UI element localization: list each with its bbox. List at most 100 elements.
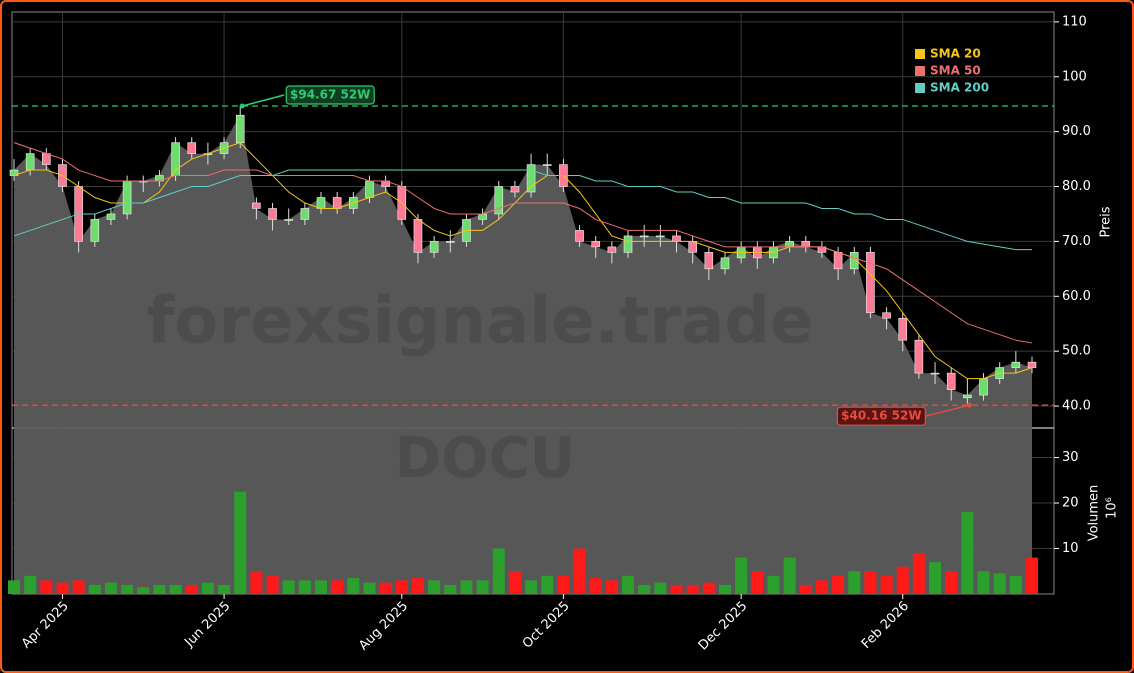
volume-bar	[315, 580, 328, 594]
ticker: DOCU	[395, 426, 576, 491]
candle-body	[542, 164, 552, 166]
volume-bar	[121, 584, 134, 594]
y-tick-label: 70.0	[1062, 234, 1091, 249]
volume-bar	[977, 571, 990, 594]
annotation-label: $94.67 52W	[290, 88, 370, 102]
candle-body	[575, 230, 584, 242]
x-tick-label: Dec 2025	[696, 599, 751, 654]
volume-axis-label: Volumen	[1087, 485, 1102, 542]
candle-body	[801, 241, 811, 248]
candle-body	[478, 213, 487, 220]
volume-bar	[298, 580, 311, 594]
volume-bar	[832, 575, 845, 594]
volume-bar	[395, 580, 408, 594]
candle-body	[607, 246, 617, 253]
legend-swatch	[915, 83, 925, 93]
candle-body	[365, 180, 374, 198]
candle-body	[332, 197, 342, 209]
volume-bar	[218, 584, 231, 594]
volume-bar	[945, 571, 958, 594]
legend-label: SMA 200	[930, 81, 989, 95]
marks	[8, 106, 1038, 594]
sma-line	[13, 142, 1033, 380]
y-tick-label: 110	[1062, 14, 1087, 29]
candle-body	[187, 142, 197, 154]
candle-body	[1027, 361, 1037, 368]
volume-bar	[541, 575, 554, 594]
volume-bar	[250, 571, 263, 594]
volume-bar	[525, 580, 538, 594]
volume-bar	[379, 582, 392, 594]
volume-bar	[104, 582, 117, 594]
volume-bar	[40, 580, 53, 594]
volume-bar	[411, 578, 424, 594]
y-tick-label: 60.0	[1062, 289, 1091, 304]
volume-bar	[638, 584, 651, 594]
volume-bar	[1026, 557, 1038, 594]
volume-bar	[751, 571, 764, 594]
volume-bar	[282, 580, 295, 594]
volume-bar	[961, 512, 974, 594]
candle-body	[510, 186, 520, 193]
candle-body	[866, 252, 875, 314]
volume-tick-label: 30	[1062, 450, 1079, 465]
candle-body	[429, 241, 439, 253]
volume-bar	[654, 582, 667, 594]
volume-unit: 10⁶	[1105, 497, 1120, 519]
candle-body	[252, 202, 261, 209]
volume-bar	[234, 491, 247, 594]
y-tick-label: 40.0	[1062, 399, 1091, 414]
candle-body	[526, 164, 536, 193]
volume-bar	[508, 571, 521, 594]
y-tick-label: 90.0	[1062, 124, 1091, 139]
volume-bar	[589, 578, 602, 594]
candle-body	[25, 153, 35, 171]
candle-body	[914, 339, 924, 374]
volume-bar	[444, 584, 457, 594]
candle-body	[1011, 361, 1021, 368]
candle-body	[300, 208, 310, 220]
volume-bar	[896, 566, 909, 594]
volume-bar	[815, 580, 828, 594]
candle-body	[785, 241, 794, 248]
candle-body	[316, 197, 326, 209]
annotation-arrow-head	[966, 402, 972, 408]
volume-bar	[735, 557, 748, 594]
candle-body	[688, 241, 697, 253]
volume-bar	[56, 582, 69, 594]
legend-swatch	[915, 66, 925, 76]
volume-bar	[363, 582, 376, 594]
volume-bar	[686, 584, 699, 594]
candle-body	[882, 312, 891, 319]
volume-bar	[331, 580, 344, 594]
y-axis-label: Preis	[1099, 206, 1114, 237]
candle-body	[833, 252, 843, 270]
candle-body	[672, 235, 681, 242]
candle-body	[979, 378, 988, 396]
volume-bar	[492, 548, 505, 594]
volume-bar	[72, 580, 85, 594]
volume-bar	[718, 584, 731, 594]
candle-body	[898, 317, 908, 341]
volume-bar	[88, 584, 101, 594]
candle-body	[946, 372, 956, 390]
candle-body	[704, 252, 714, 270]
volume-bar	[557, 575, 570, 594]
annotation-box	[285, 85, 375, 105]
x-tick-label: Jun 2025	[181, 599, 233, 651]
legend-swatch	[915, 49, 925, 59]
volume-bar	[929, 562, 942, 594]
candle-body	[413, 219, 423, 253]
candle-body	[42, 153, 51, 165]
volume-bar	[767, 575, 780, 594]
volume-bar	[848, 571, 861, 594]
candle-body	[623, 235, 633, 253]
volume-tick-label: 20	[1062, 496, 1079, 511]
candle-body	[494, 186, 504, 215]
volume-bar	[185, 584, 198, 594]
candle-body	[591, 241, 601, 248]
candle-body	[720, 257, 730, 270]
volume-bar	[1009, 575, 1022, 594]
volume-bar	[702, 582, 715, 594]
